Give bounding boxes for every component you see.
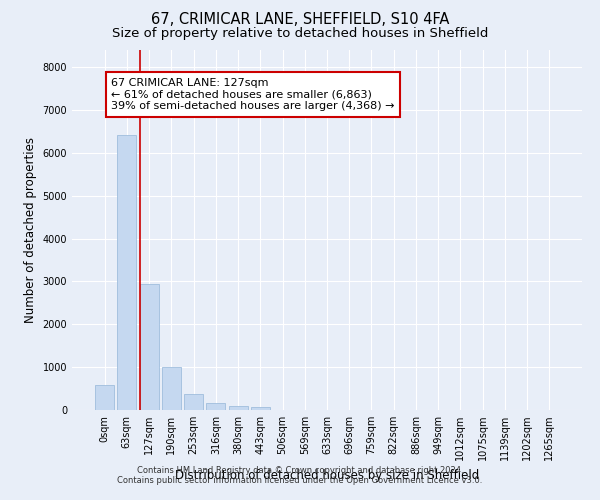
Y-axis label: Number of detached properties: Number of detached properties: [24, 137, 37, 323]
Bar: [95, 385, 114, 410]
Bar: [206, 404, 225, 410]
Bar: [229, 406, 248, 410]
X-axis label: Distribution of detached houses by size in Sheffield: Distribution of detached houses by size …: [175, 468, 479, 481]
Text: 67, CRIMICAR LANE, SHEFFIELD, S10 4FA: 67, CRIMICAR LANE, SHEFFIELD, S10 4FA: [151, 12, 449, 28]
Bar: [251, 407, 270, 410]
Text: Size of property relative to detached houses in Sheffield: Size of property relative to detached ho…: [112, 28, 488, 40]
Text: 67 CRIMICAR LANE: 127sqm
← 61% of detached houses are smaller (6,863)
39% of sem: 67 CRIMICAR LANE: 127sqm ← 61% of detach…: [112, 78, 395, 111]
Bar: [162, 366, 181, 410]
Text: Contains HM Land Registry data © Crown copyright and database right 2024.
Contai: Contains HM Land Registry data © Crown c…: [118, 466, 482, 485]
Bar: [184, 394, 203, 410]
Bar: [118, 135, 136, 410]
Bar: [140, 284, 158, 410]
